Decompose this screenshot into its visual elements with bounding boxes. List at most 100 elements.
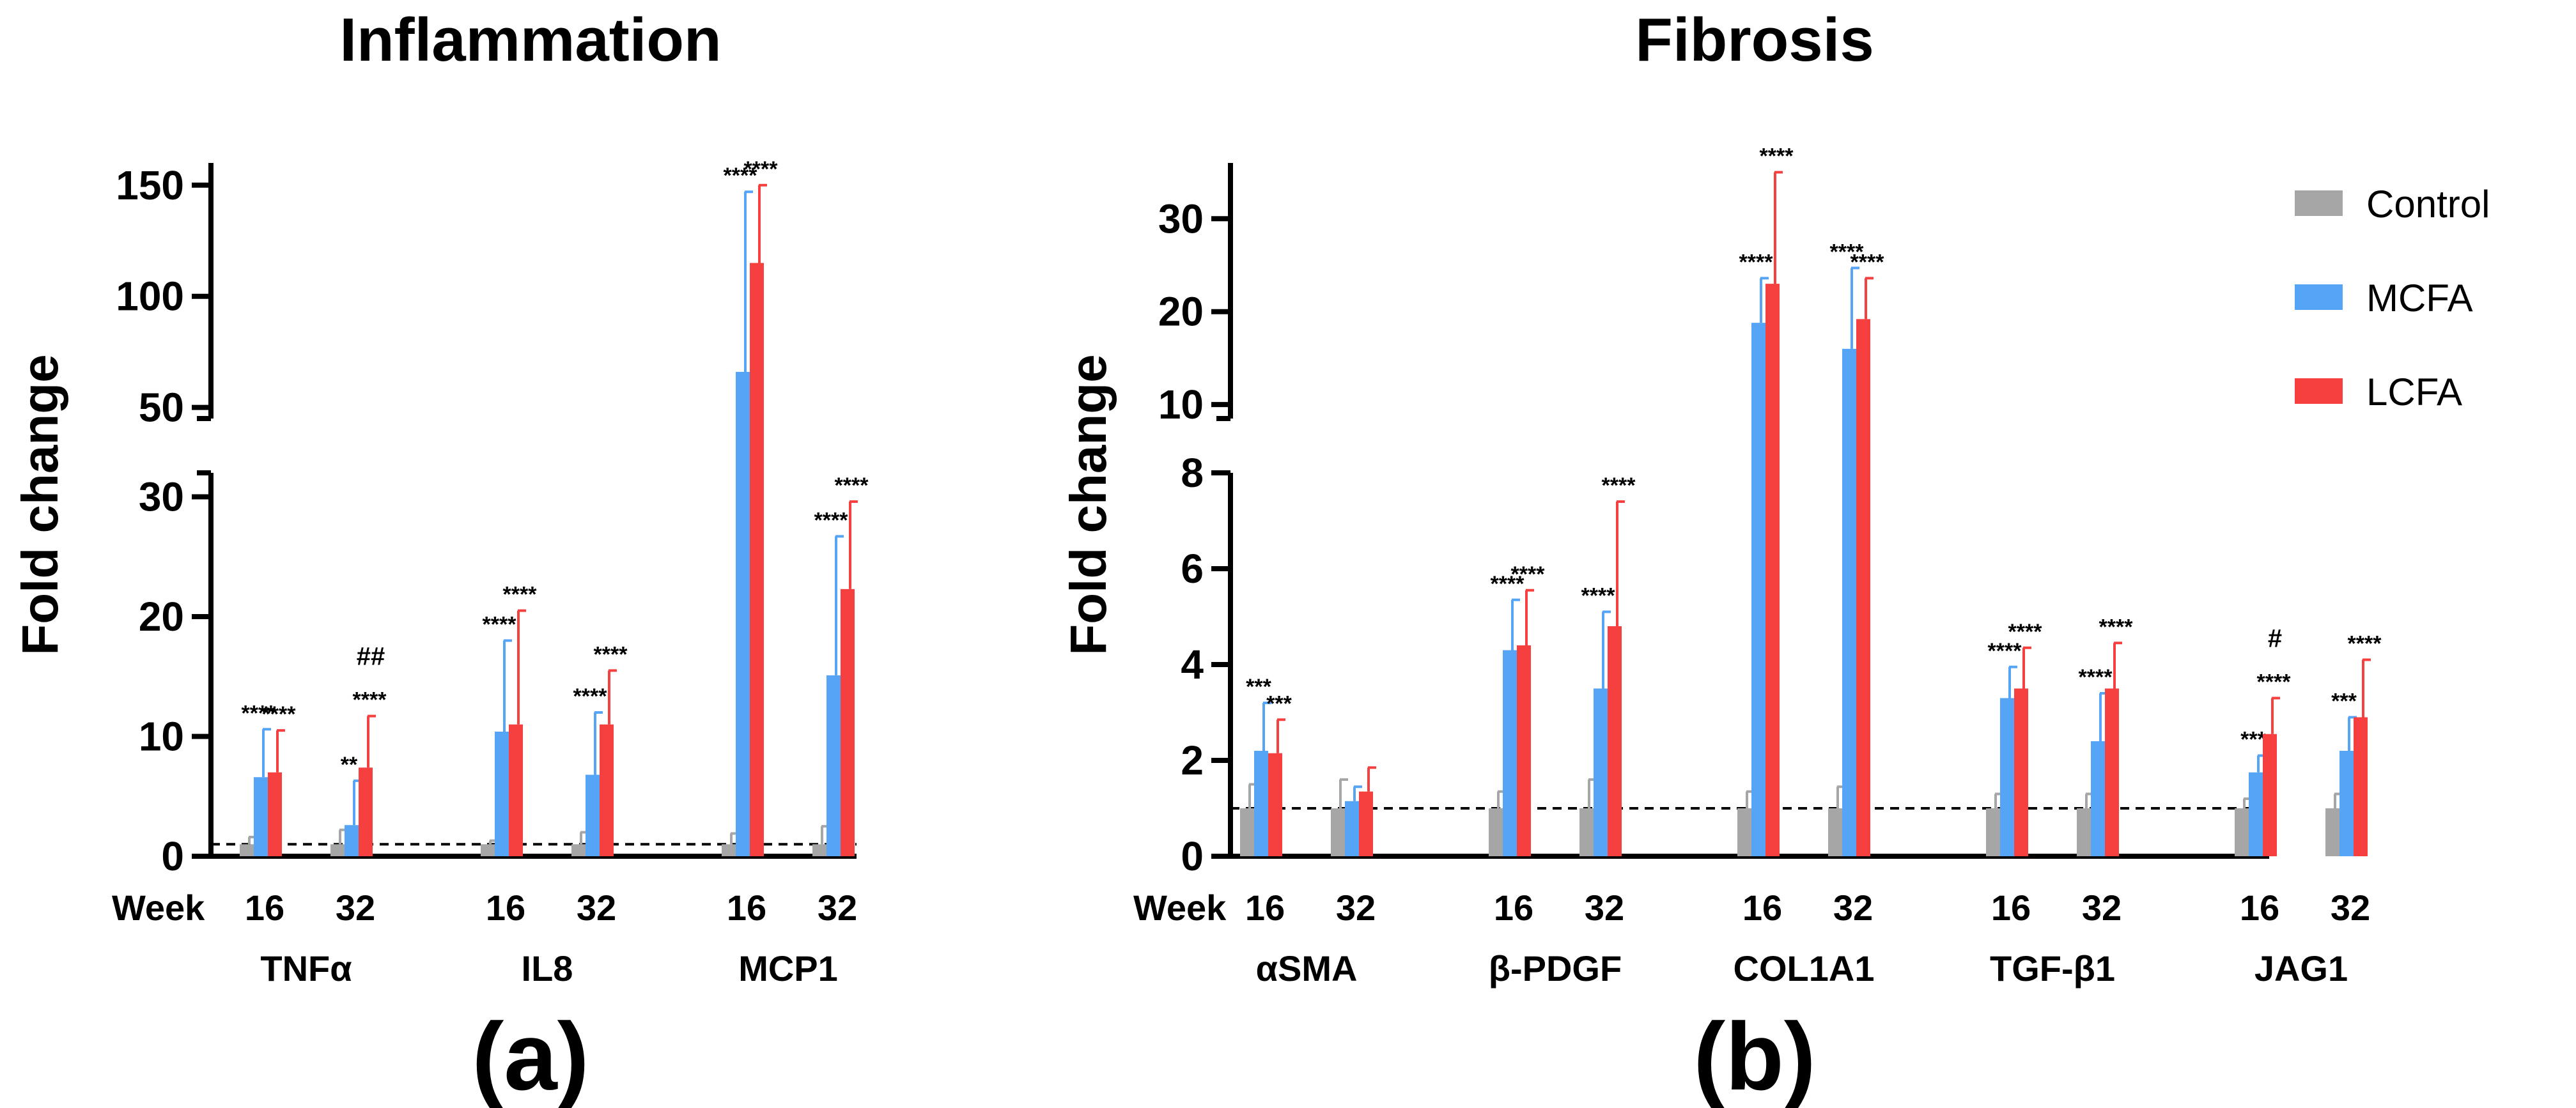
- p1-sma-week-16: 16: [1245, 888, 1285, 928]
- p1-tgf-1-w32-lcfa-bar: [2105, 688, 2119, 856]
- p1-gene-label-tgf-1: TGF-β1: [1990, 948, 2115, 989]
- legend-label-control: Control: [2366, 183, 2490, 226]
- p1-tgf-1-w16-control-bar: [1986, 808, 2000, 856]
- legend-swatch-mcfa: [2295, 284, 2343, 310]
- p0-mcp1-w16-lcfa-bar: [750, 263, 764, 856]
- p1-pdgf-w32-lcfa-significance: ****: [1602, 473, 1636, 498]
- p1-tick-label-lower-8: 8: [1181, 450, 1204, 496]
- p0-tnf-w32-lcfa-significance-2: ##: [357, 643, 385, 671]
- p1-col1a1-week-16: 16: [1742, 888, 1782, 928]
- p0-il8-w16-mcfa-bar: [495, 732, 509, 856]
- p1-sma-w16-control-bar: [1240, 808, 1254, 856]
- legend-label-lcfa: LCFA: [2366, 371, 2462, 413]
- p0-tnf-w32-mcfa-significance: **: [341, 753, 358, 777]
- p0-il8-w32-lcfa-significance: ****: [594, 642, 628, 666]
- p1-pdgf-w16-mcfa-bar: [1503, 650, 1517, 856]
- p0-il8-w32-lcfa-bar: [600, 724, 614, 856]
- p1-jag1-w16-control-bar: [2235, 808, 2249, 856]
- panel-b-title: Fibrosis: [1635, 6, 1874, 74]
- legend-swatch-control: [2295, 190, 2343, 216]
- p1-jag1-w32-mcfa-bar: [2339, 751, 2354, 856]
- p1-tick-label-upper-20: 20: [1158, 289, 1204, 335]
- p1-pdgf-w16-lcfa-bar: [1517, 645, 1531, 856]
- p1-gene-label-jag1: JAG1: [2254, 948, 2348, 989]
- p1-sma-w32-control-bar: [1331, 808, 1345, 856]
- p1-sma-w32-lcfa-bar: [1359, 791, 1373, 856]
- p1-tick-label-lower-2: 2: [1181, 737, 1204, 783]
- p0-tnf-w32-mcfa-bar: [345, 825, 359, 856]
- p0-tick-label-lower-30: 30: [139, 474, 184, 520]
- p0-tnf-w16-control-bar: [240, 844, 254, 856]
- panel-a-chart: 010203050100150********16******##32TNFα*…: [116, 157, 869, 989]
- p0-mcp1-w16-mcfa-bar: [736, 371, 750, 856]
- panel-b-label: (b): [1693, 1003, 1816, 1108]
- p1-sma-w16-lcfa-significance: ***: [1266, 691, 1292, 716]
- p1-pdgf-w32-lcfa-bar: [1608, 626, 1622, 856]
- p1-sma-w32-mcfa-bar: [1345, 801, 1359, 856]
- p1-tgf-1-w32-mcfa-bar: [2091, 741, 2105, 856]
- p0-il8-w16-lcfa-significance: ****: [503, 583, 538, 607]
- p1-pdgf-w32-mcfa-bar: [1594, 688, 1608, 856]
- p1-pdgf-w16-control-bar: [1489, 808, 1503, 856]
- p1-sma-w16-mcfa-bar: [1254, 751, 1268, 856]
- p0-mcp1-week-16: 16: [727, 888, 766, 928]
- p0-tnf-week-32: 32: [336, 888, 375, 928]
- p1-tick-label-upper-10: 10: [1158, 381, 1204, 427]
- p1-tick-label-lower-0: 0: [1181, 833, 1204, 879]
- p1-pdgf-w32-control-bar: [1579, 808, 1594, 856]
- p0-il8-w32-mcfa-significance: ****: [573, 684, 608, 709]
- p1-tgf-1-week-32: 32: [2082, 888, 2122, 928]
- p0-tick-label-upper-100: 100: [116, 273, 184, 319]
- p0-il8-w32-mcfa-bar: [586, 774, 600, 856]
- p1-tick-label-upper-30: 30: [1158, 196, 1204, 242]
- legend-swatch-lcfa: [2295, 378, 2343, 404]
- p1-jag1-week-16: 16: [2240, 888, 2279, 928]
- p0-tnf-w32-control-bar: [330, 844, 345, 856]
- p1-jag1-w32-mcfa-significance: ***: [2331, 689, 2357, 714]
- p1-sma-w16-lcfa-bar: [1268, 753, 1282, 856]
- p1-col1a1-w16-lcfa-bar: [1765, 284, 1780, 856]
- p1-col1a1-w32-lcfa-significance: ****: [1851, 250, 1885, 274]
- p1-tick-label-lower-4: 4: [1181, 642, 1204, 688]
- p1-jag1-week-32: 32: [2331, 888, 2370, 928]
- panel-b-ylabel: Fold change: [1060, 354, 1117, 655]
- panel-a-title: Inflammation: [339, 6, 721, 74]
- p0-mcp1-week-32: 32: [818, 888, 857, 928]
- p1-tick-label-lower-6: 6: [1181, 546, 1204, 592]
- p0-mcp1-w32-lcfa-bar: [841, 589, 855, 856]
- p1-jag1-w16-mcfa-bar: [2249, 772, 2263, 856]
- p1-tgf-1-w16-mcfa-bar: [2000, 698, 2014, 856]
- p0-il8-w16-control-bar: [481, 844, 495, 856]
- p1-sma-week-32: 32: [1336, 888, 1376, 928]
- p0-il8-w16-lcfa-bar: [509, 724, 523, 856]
- p0-tick-label-lower-0: 0: [161, 833, 184, 879]
- p1-tgf-1-w32-lcfa-significance: ****: [2099, 615, 2134, 639]
- p1-gene-label-col1a1: COL1A1: [1734, 948, 1875, 989]
- p0-mcp1-w32-control-bar: [812, 844, 826, 856]
- p1-gene-label-sma: αSMA: [1256, 948, 1358, 989]
- p1-pdgf-w16-lcfa-significance: ****: [1511, 562, 1546, 587]
- p0-gene-label-mcp1: MCP1: [738, 948, 838, 989]
- p1-col1a1-w16-mcfa-significance: ****: [1739, 250, 1774, 274]
- p0-il8-w16-mcfa-significance: ****: [483, 613, 517, 637]
- panel-b-week-label: Week: [1133, 888, 1227, 928]
- panel-a-week-label: Week: [112, 888, 205, 928]
- p1-tgf-1-week-16: 16: [1991, 888, 2031, 928]
- p1-jag1-w32-control-bar: [2325, 808, 2339, 856]
- p1-col1a1-w16-mcfa-bar: [1751, 323, 1765, 856]
- p1-jag1-w16-lcfa-bar: [2263, 734, 2277, 856]
- p1-tgf-1-w16-lcfa-bar: [2014, 688, 2028, 856]
- panel-a-label: (a): [472, 1003, 589, 1108]
- p1-tgf-1-w16-mcfa-significance: ****: [1988, 639, 2022, 663]
- p0-mcp1-w16-control-bar: [722, 844, 736, 856]
- p1-jag1-w16-mcfa-significance: ***: [2240, 728, 2266, 752]
- p0-mcp1-w16-lcfa-significance: ****: [744, 157, 779, 181]
- p1-col1a1-w32-mcfa-significance: ****: [1830, 240, 1865, 264]
- p0-tnf-w16-mcfa-significance: ****: [242, 701, 276, 725]
- p1-jag1-w16-lcfa-significance-2: #: [2268, 625, 2282, 653]
- p1-tgf-1-w32-mcfa-significance: ****: [2079, 665, 2113, 689]
- p0-tnf-w16-mcfa-bar: [254, 777, 268, 856]
- p0-mcp1-w32-mcfa-bar: [826, 675, 841, 856]
- p1-col1a1-w32-control-bar: [1828, 808, 1842, 856]
